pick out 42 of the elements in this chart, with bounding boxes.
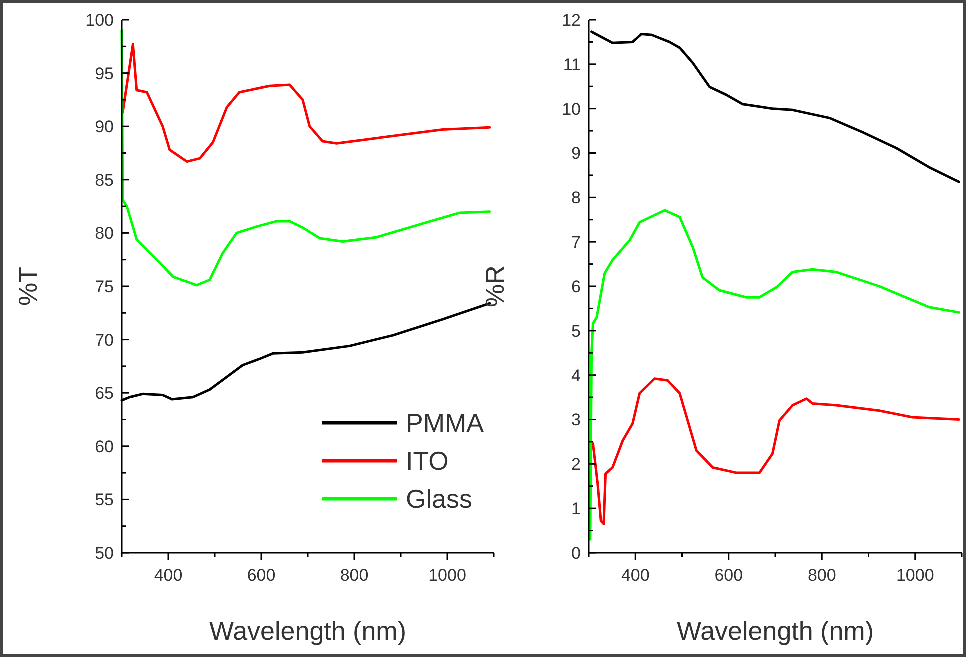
y-tick-label: 5 [572, 322, 581, 341]
y-tick-label: 60 [95, 437, 114, 456]
y-tick-label: 3 [572, 410, 581, 430]
y-tick-label: 4 [572, 366, 581, 386]
y-tick-label: 85 [95, 170, 114, 190]
y-tick-label: 95 [95, 64, 114, 84]
y-tick-label: 80 [95, 224, 114, 244]
y-tick-label: 75 [95, 277, 114, 296]
y-tick-label: 90 [95, 118, 114, 137]
y-tick-label: 1 [572, 500, 581, 519]
y-tick-label: 50 [95, 544, 114, 563]
y-tick-label: 12 [562, 10, 581, 30]
line-series [589, 209, 960, 541]
y-tick-label: 0 [572, 544, 581, 563]
y-tick-label: 65 [95, 384, 114, 404]
legend-label: PMMA [406, 408, 485, 438]
y-tick-label: 2 [572, 455, 581, 474]
x-tick-label: 800 [808, 566, 836, 585]
x-tick-label: 600 [247, 566, 276, 585]
legend-label: ITO [406, 446, 449, 476]
y-tick-label: 9 [572, 144, 581, 164]
y-axis-title: %T [13, 266, 43, 306]
x-tick-label: 1000 [896, 566, 934, 585]
y-tick-label: 6 [572, 277, 581, 296]
y-axis-title: %R [480, 266, 510, 308]
x-tick-label: 600 [714, 566, 744, 585]
x-tick-label: 800 [340, 566, 369, 585]
x-tick-label: 1000 [428, 566, 466, 585]
y-tick-label: 100 [86, 10, 114, 30]
y-tick-label: 7 [572, 233, 581, 252]
y-tick-label: 70 [95, 330, 114, 350]
line-series [592, 378, 960, 526]
y-tick-label: 10 [562, 100, 581, 119]
x-tick-label: 400 [621, 566, 650, 585]
line-series [122, 43, 492, 164]
y-tick-label: 8 [572, 188, 581, 208]
x-axis-title: Wavelength (nm) [677, 616, 874, 646]
x-tick-label: 400 [154, 566, 183, 585]
y-tick-label: 11 [563, 55, 581, 74]
legend-label: Glass [406, 484, 472, 514]
x-axis-title: Wavelength (nm) [210, 616, 406, 646]
y-tick-label: 55 [95, 490, 114, 510]
